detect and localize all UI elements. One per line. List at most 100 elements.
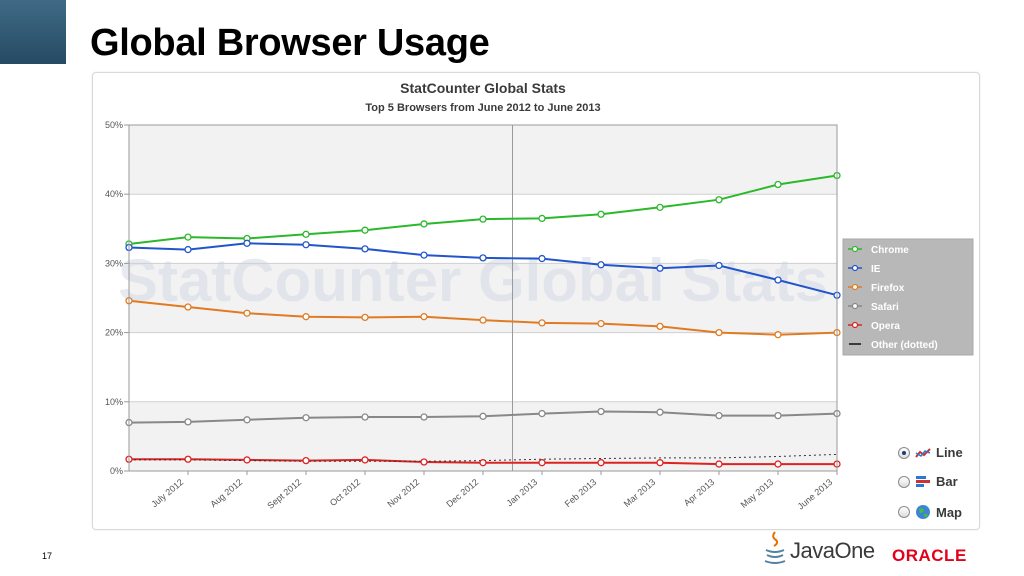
data-point-ie xyxy=(479,254,487,262)
x-tick-label: Dec 2012 xyxy=(444,477,480,509)
chart-type-bar-option[interactable]: Bar xyxy=(898,474,958,489)
y-tick-label: 30% xyxy=(105,258,123,268)
x-tick-label: Nov 2012 xyxy=(385,477,421,509)
chart-title: StatCounter Global Stats xyxy=(400,80,566,96)
data-point-chrome xyxy=(538,214,546,223)
data-point-firefox xyxy=(656,322,664,331)
data-point-firefox xyxy=(538,319,546,327)
legend-box xyxy=(842,238,974,356)
data-point-ie xyxy=(656,264,664,272)
data-point-opera xyxy=(715,460,723,468)
data-point-firefox xyxy=(597,319,605,328)
x-tick-label: Aug 2012 xyxy=(208,477,244,509)
chart-panel: StatCounter Global Stats Top 5 Browsers … xyxy=(92,72,980,530)
data-point-safari xyxy=(302,414,310,422)
x-tick-label: Sept 2012 xyxy=(265,477,303,511)
data-point-opera xyxy=(420,458,428,466)
data-point-opera xyxy=(597,459,605,467)
x-tick-label: May 2013 xyxy=(739,477,776,510)
data-point-chrome xyxy=(656,203,664,211)
data-point-safari xyxy=(479,412,487,420)
x-tick-label: Oct 2012 xyxy=(328,477,362,508)
line-chart: StatCounter Global Stats Top 5 Browsers … xyxy=(105,80,974,512)
data-point-safari xyxy=(597,407,605,416)
data-point-chrome xyxy=(302,230,310,238)
x-tick-label: Feb 2013 xyxy=(563,477,599,509)
map-option-label: Map xyxy=(936,504,962,520)
bar-chart-icon xyxy=(916,475,930,487)
legend-label-opera: Opera xyxy=(871,321,900,332)
oracle-logo: ORACLE xyxy=(892,546,967,565)
data-point-firefox xyxy=(774,331,782,339)
legend-marker-chrome xyxy=(851,245,859,253)
javaone-logo: JavaOne xyxy=(790,538,875,563)
data-point-firefox xyxy=(361,313,369,322)
legend-marker-firefox xyxy=(851,283,859,291)
data-point-ie xyxy=(361,245,369,253)
x-tick-label: Mar 2013 xyxy=(622,477,658,509)
bar-option-label: Bar xyxy=(936,474,958,489)
map-radio[interactable] xyxy=(898,506,910,518)
data-point-ie xyxy=(538,254,546,263)
legend-marker-safari xyxy=(851,302,859,310)
data-point-opera xyxy=(361,456,369,464)
legend-label-chrome: Chrome xyxy=(871,245,909,256)
slide-title: Global Browser Usage xyxy=(90,22,490,64)
data-point-safari xyxy=(656,408,664,416)
data-point-safari xyxy=(361,413,369,421)
data-point-chrome xyxy=(420,220,428,228)
data-point-ie xyxy=(597,261,605,269)
legend-label-safari: Safari xyxy=(871,302,899,313)
data-point-firefox xyxy=(715,328,723,337)
x-tick-label: Apr 2013 xyxy=(682,477,716,508)
data-point-ie xyxy=(715,261,723,270)
y-tick-label: 0% xyxy=(110,466,123,476)
data-point-opera xyxy=(302,456,310,465)
data-point-opera xyxy=(184,455,192,463)
data-point-ie xyxy=(243,239,251,247)
data-point-safari xyxy=(715,411,723,420)
corner-accent-block xyxy=(0,0,66,64)
data-point-firefox xyxy=(302,313,310,321)
globe-icon xyxy=(916,505,930,519)
data-point-opera xyxy=(538,459,546,467)
line-radio[interactable] xyxy=(898,446,910,459)
plot-band xyxy=(129,125,837,195)
data-point-chrome xyxy=(715,196,723,204)
chart-type-map-option[interactable]: Map xyxy=(898,504,962,520)
data-point-safari xyxy=(538,409,546,418)
y-tick-label: 10% xyxy=(105,397,123,407)
data-point-opera xyxy=(774,460,782,468)
data-point-chrome xyxy=(184,233,192,241)
y-tick-label: 20% xyxy=(105,328,123,338)
data-point-firefox xyxy=(420,313,428,321)
data-point-ie xyxy=(184,245,192,254)
x-tick-label: Jan 2013 xyxy=(504,477,539,508)
chart-type-line-option[interactable]: Line xyxy=(898,445,963,460)
bar-radio[interactable] xyxy=(898,475,910,488)
x-tick-label: June 2013 xyxy=(796,477,835,512)
data-point-ie xyxy=(302,241,310,249)
line-chart-icon xyxy=(915,447,931,458)
data-point-opera xyxy=(656,459,664,467)
page-number: 17 xyxy=(42,551,53,561)
legend-label-other-dotted: Other (dotted) xyxy=(871,340,938,351)
data-point-ie xyxy=(774,276,782,284)
data-point-safari xyxy=(243,416,251,424)
data-point-firefox xyxy=(184,303,192,311)
chart-subtitle: Top 5 Browsers from June 2012 to June 20… xyxy=(365,102,600,114)
legend-marker-opera xyxy=(851,321,859,329)
data-point-firefox xyxy=(479,316,487,324)
data-point-safari xyxy=(774,411,782,420)
series-line-other-dotted xyxy=(129,453,838,462)
data-point-opera xyxy=(479,459,487,467)
data-point-chrome xyxy=(597,210,605,218)
data-point-safari xyxy=(420,413,428,421)
data-point-chrome xyxy=(361,226,369,234)
legend-marker-ie xyxy=(851,264,859,272)
line-option-label: Line xyxy=(936,445,963,460)
data-point-safari xyxy=(184,418,192,426)
y-tick-label: 40% xyxy=(105,189,123,199)
x-tick-label: July 2012 xyxy=(149,477,185,509)
data-point-ie xyxy=(420,251,428,259)
